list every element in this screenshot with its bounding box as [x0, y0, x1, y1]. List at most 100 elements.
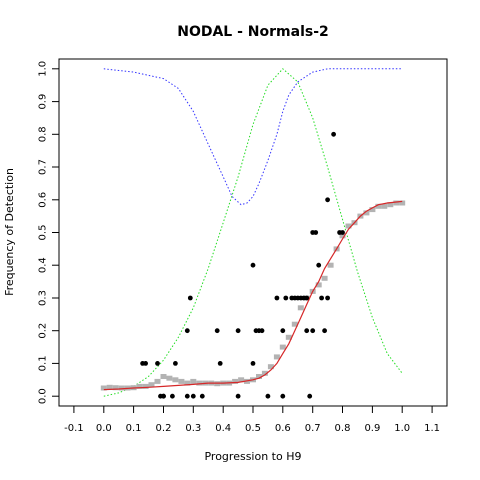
smoothed-point — [136, 383, 143, 389]
x-tick-label: 0.9 — [364, 423, 380, 434]
x-tick-label: -0.1 — [64, 423, 84, 434]
x-tick-label: 0.4 — [215, 423, 231, 434]
smoothed-point — [285, 334, 292, 340]
data-point — [331, 131, 336, 137]
smoothed-point — [184, 380, 191, 386]
x-tick-label: 0.2 — [156, 423, 172, 434]
data-point — [307, 393, 313, 399]
data-point — [170, 393, 175, 399]
data-point — [187, 295, 193, 301]
smoothed-point — [142, 383, 149, 389]
smoothed-point — [363, 210, 370, 216]
data-point — [274, 295, 280, 301]
smoothed-point — [267, 364, 274, 370]
data-point — [280, 328, 286, 334]
y-tick-label: 0.3 — [38, 290, 49, 306]
data-point — [259, 328, 265, 334]
data-point — [325, 295, 330, 301]
y-axis: 0.0 0.1 0.2 0.3 0.4 0.5 0.6 0.7 0.8 0.9 1.0 — [38, 61, 59, 404]
smoothed-point — [178, 378, 185, 384]
data-point — [173, 361, 178, 366]
smoothed-point — [100, 385, 107, 391]
smoothed-point — [381, 203, 388, 209]
smoothed-point — [261, 370, 268, 376]
smoothed-point — [273, 354, 280, 360]
smoothed-point — [375, 203, 382, 209]
y-tick-label: 0.0 — [38, 388, 49, 404]
y-tick-label: 0.9 — [38, 94, 49, 110]
data-point — [184, 328, 190, 334]
smoothed-point — [238, 377, 245, 383]
x-axis-label: Progression to H9 — [204, 450, 301, 463]
data-point — [280, 393, 286, 399]
smoothed-point — [172, 377, 179, 383]
smoothed-point — [315, 282, 322, 288]
data-point — [310, 328, 316, 334]
smoothed-point — [345, 223, 352, 229]
data-point — [250, 262, 256, 268]
data-point — [340, 230, 345, 235]
data-point — [184, 393, 190, 399]
green-curve — [103, 68, 403, 397]
y-tick-label: 0.1 — [38, 355, 49, 371]
smoothed-point — [112, 385, 119, 391]
x-tick-label: 0.6 — [275, 423, 291, 434]
y-tick-label: 0.7 — [38, 159, 49, 175]
smoothed-point — [369, 207, 376, 213]
smoothed-point — [291, 321, 298, 327]
data-point — [319, 295, 324, 301]
data-point — [322, 328, 327, 334]
data-point — [304, 295, 310, 301]
smoothed-point — [118, 385, 125, 391]
x-tick-label: 1.0 — [394, 423, 410, 434]
smoothed-point — [106, 384, 113, 390]
smoothed-point — [232, 378, 239, 384]
chart-title: NODAL - Normals-2 — [177, 24, 329, 40]
data-point — [250, 361, 256, 366]
smoothed-point — [190, 378, 197, 384]
y-tick-label: 0.6 — [38, 192, 49, 208]
y-tick-label: 1.0 — [38, 61, 49, 77]
data-point — [217, 361, 223, 366]
y-tick-label: 0.8 — [38, 126, 49, 142]
data-point — [325, 197, 330, 203]
x-tick-label: 0.3 — [185, 423, 201, 434]
blue-curve — [103, 68, 403, 206]
y-tick-label: 0.2 — [38, 323, 49, 339]
x-tick-label: 0.0 — [96, 423, 112, 434]
smoothed-point — [154, 378, 161, 384]
data-point — [190, 393, 196, 399]
smoothed-point — [160, 374, 167, 379]
data-point — [235, 393, 241, 399]
data-point — [316, 262, 322, 268]
smoothed-point — [166, 375, 173, 381]
data-point — [214, 328, 220, 334]
x-tick-label: 0.8 — [335, 423, 351, 434]
data-point — [235, 328, 241, 334]
y-axis-label: Frequency of Detection — [3, 168, 16, 296]
fit-line — [103, 200, 403, 391]
data-point — [161, 393, 166, 399]
plot-content — [100, 68, 406, 399]
smoothed-point — [148, 382, 155, 388]
smoothed-point — [297, 305, 304, 311]
x-axis: -0.1 0.0 0.1 0.2 0.3 0.4 0.5 0.6 0.7 0.8 0.9 1.0 1.1 — [64, 406, 440, 434]
y-tick-label: 0.4 — [38, 257, 49, 273]
data-point — [265, 393, 271, 399]
data-point — [313, 230, 319, 235]
data-point — [283, 295, 289, 301]
smoothed-point — [399, 200, 406, 206]
x-tick-label: 0.1 — [126, 423, 142, 434]
smoothed-point — [339, 233, 346, 239]
smoothed-point — [327, 262, 334, 268]
y-tick-label: 0.5 — [38, 225, 49, 241]
data-point — [143, 361, 149, 366]
smoothed-point — [321, 275, 328, 281]
smoothed-point — [256, 374, 262, 379]
data-point — [155, 361, 160, 366]
x-tick-label: 0.7 — [305, 423, 321, 434]
smoothed-point — [393, 200, 400, 206]
x-tick-label: 0.5 — [245, 423, 261, 434]
data-point — [199, 393, 205, 399]
